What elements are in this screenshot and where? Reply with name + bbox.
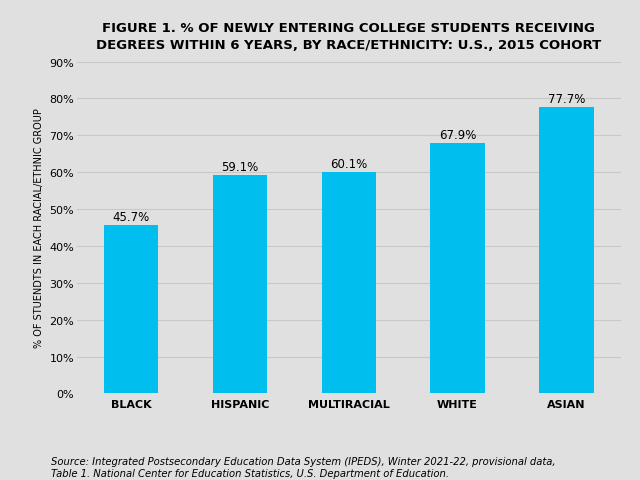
- Bar: [431, 144, 485, 394]
- Bar: [212, 176, 268, 394]
- Text: 67.9%: 67.9%: [439, 129, 476, 142]
- Bar: [322, 172, 376, 394]
- Text: Source: Integrated Postsecondary Education Data System (IPEDS), Winter 2021-22, : Source: Integrated Postsecondary Educati…: [51, 456, 556, 478]
- Title: FIGURE 1. % OF NEWLY ENTERING COLLEGE STUDENTS RECEIVING
DEGREES WITHIN 6 YEARS,: FIGURE 1. % OF NEWLY ENTERING COLLEGE ST…: [96, 22, 602, 51]
- Text: 59.1%: 59.1%: [221, 161, 259, 174]
- Text: 77.7%: 77.7%: [548, 93, 585, 106]
- Text: 45.7%: 45.7%: [113, 210, 150, 223]
- Y-axis label: % OF STUENDTS IN EACH RACIAL/ETHNIC GROUP: % OF STUENDTS IN EACH RACIAL/ETHNIC GROU…: [34, 108, 44, 348]
- Bar: [540, 108, 594, 394]
- Bar: [104, 226, 158, 394]
- Text: 60.1%: 60.1%: [330, 157, 367, 170]
